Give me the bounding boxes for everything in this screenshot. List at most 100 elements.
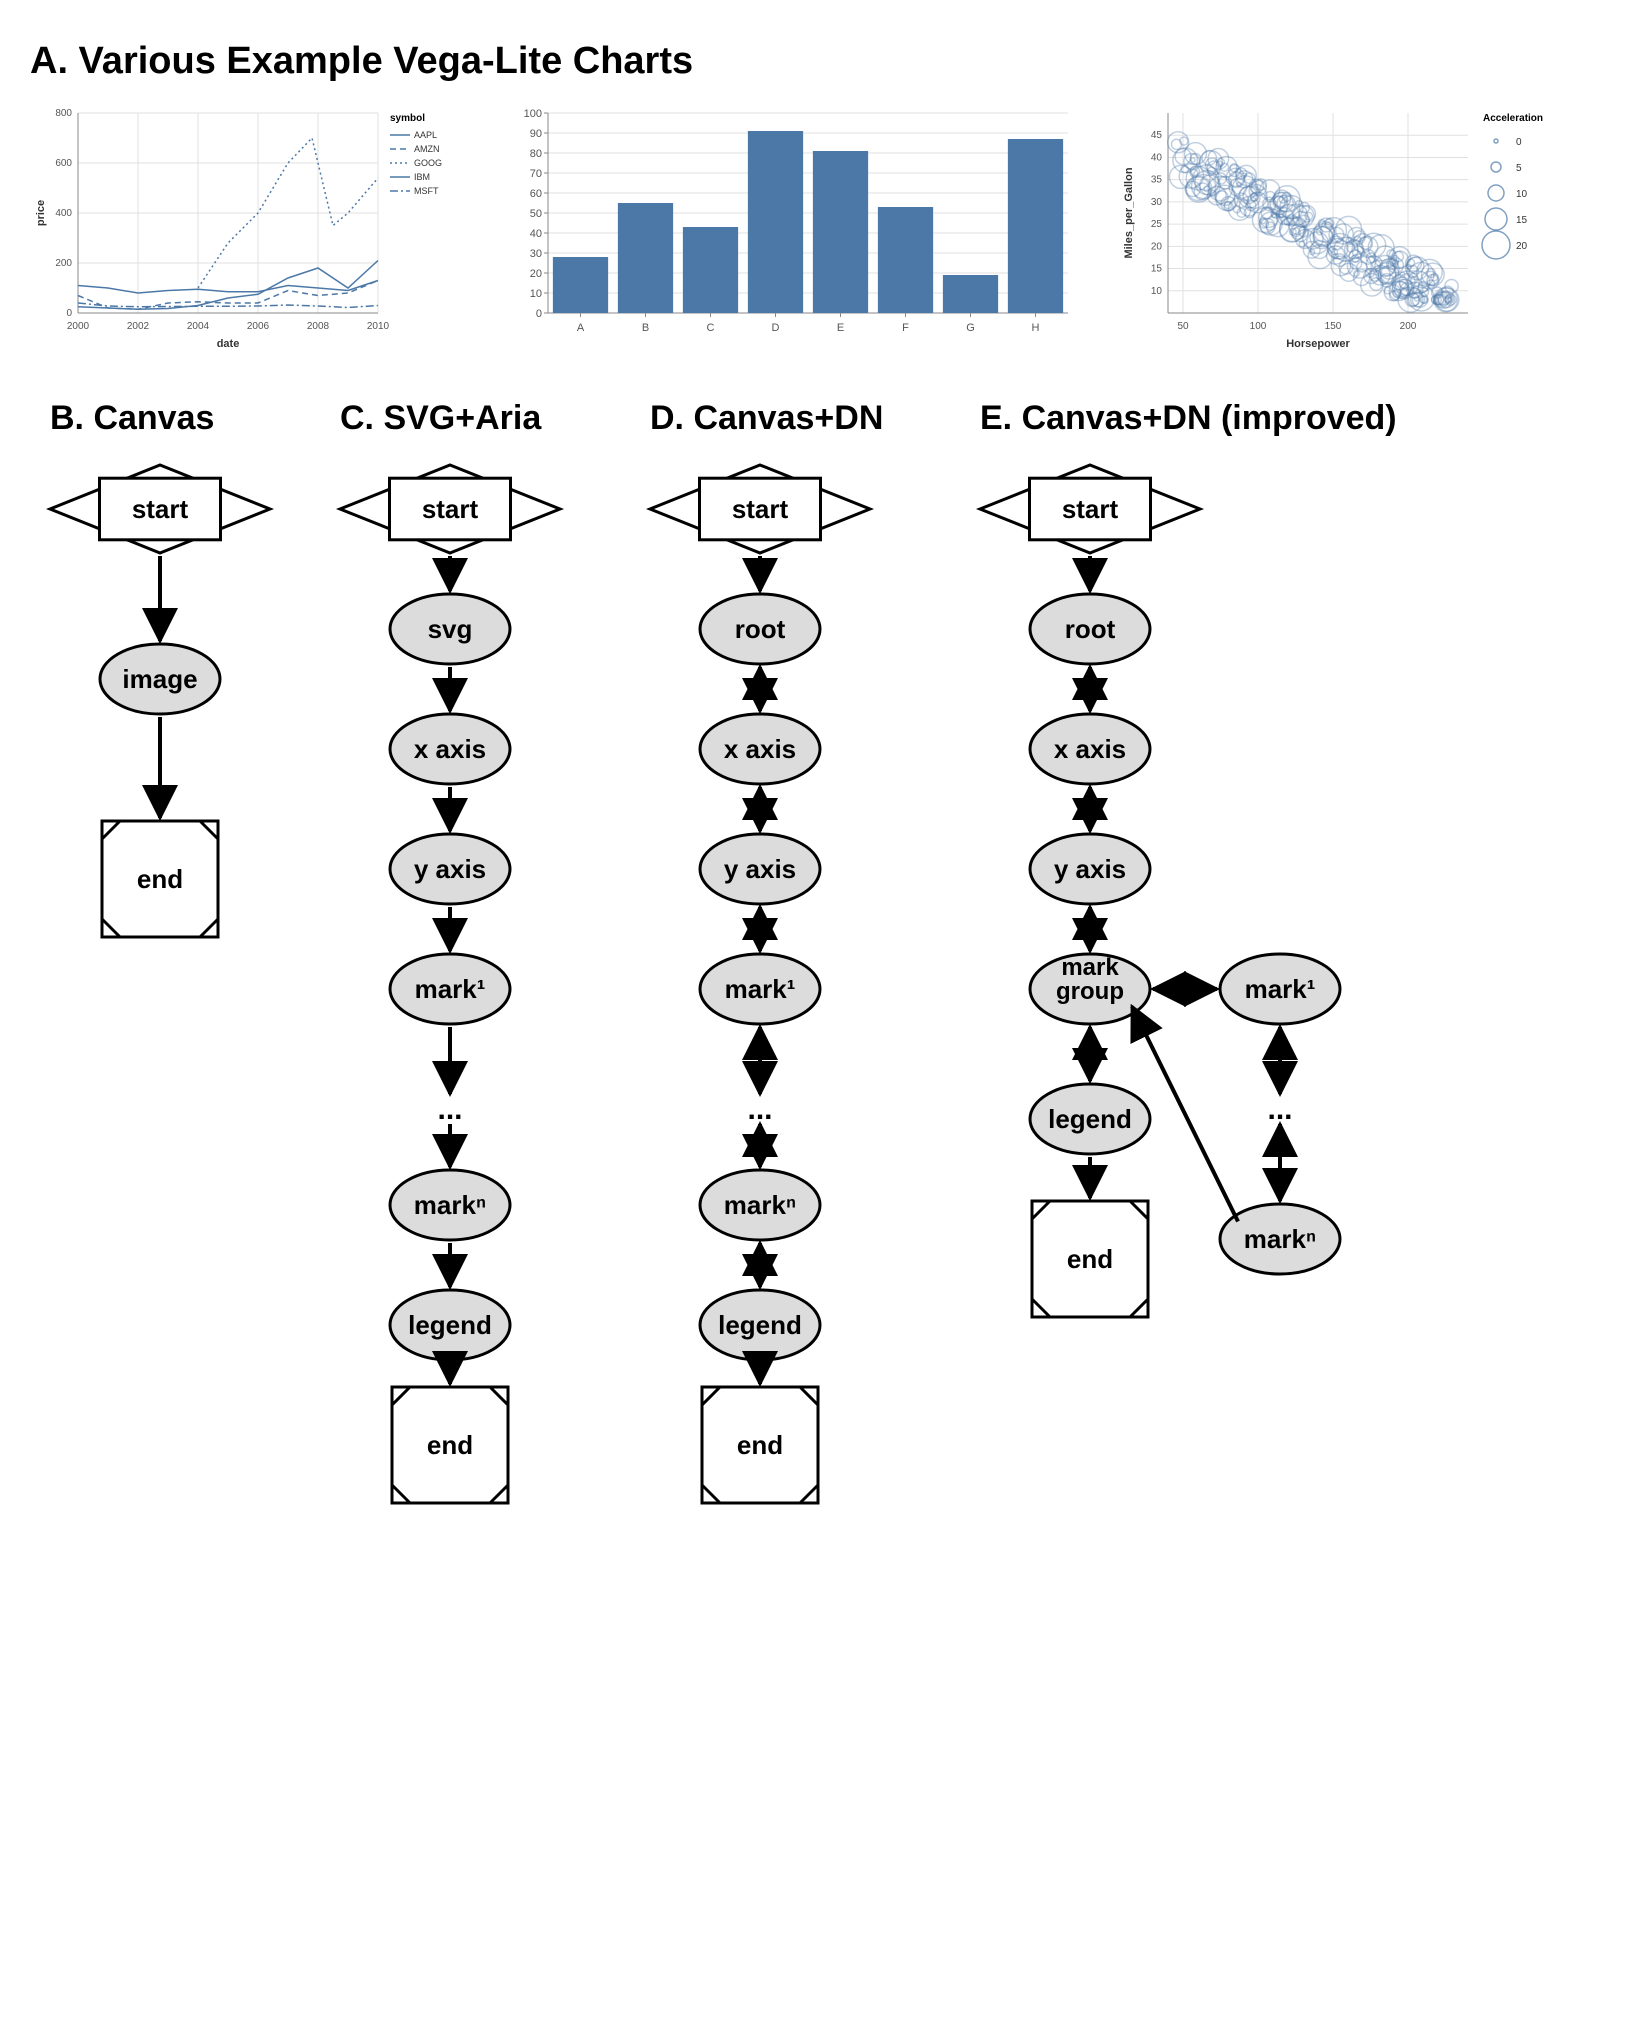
svg-text:legend: legend <box>718 1310 802 1340</box>
svg-text:50: 50 <box>1177 321 1189 332</box>
svg-text:50: 50 <box>530 208 542 220</box>
svg-text:400: 400 <box>55 208 72 219</box>
svg-text:end: end <box>137 864 183 894</box>
svg-text:10: 10 <box>530 288 542 300</box>
svg-text:15: 15 <box>1516 215 1528 226</box>
diagram-d: D. Canvas+DN start root x axis y axis mark¹.… <box>630 398 950 1605</box>
svg-text:AMZN: AMZN <box>414 144 440 154</box>
svg-text:date: date <box>217 338 240 350</box>
svg-text:80: 80 <box>530 148 542 160</box>
svg-text:end: end <box>737 1430 783 1460</box>
svg-text:start: start <box>422 494 479 524</box>
svg-text:y axis: y axis <box>414 854 486 884</box>
svg-text:start: start <box>732 494 789 524</box>
svg-text:B: B <box>642 322 649 334</box>
svg-text:20: 20 <box>1516 241 1528 252</box>
svg-text:markⁿ: markⁿ <box>1244 1224 1316 1254</box>
svg-text:y axis: y axis <box>724 854 796 884</box>
svg-text:group: group <box>1056 978 1124 1005</box>
diagram-e: E. Canvas+DN (improved) startrootx axisy… <box>960 398 1420 1509</box>
line-chart: 0200400600800200020022004200620082010dat… <box>30 103 468 358</box>
svg-text:2000: 2000 <box>67 321 90 332</box>
svg-text:H: H <box>1032 322 1040 334</box>
svg-text:2002: 2002 <box>127 321 150 332</box>
svg-text:...: ... <box>437 1093 462 1126</box>
svg-text:root: root <box>1065 614 1116 644</box>
svg-text:GOOG: GOOG <box>414 158 442 168</box>
svg-text:25: 25 <box>1151 219 1163 230</box>
svg-text:root: root <box>735 614 786 644</box>
svg-text:90: 90 <box>530 128 542 140</box>
svg-text:Acceleration: Acceleration <box>1483 113 1543 124</box>
svg-text:800: 800 <box>55 108 72 119</box>
svg-text:A: A <box>577 322 585 334</box>
svg-text:F: F <box>902 322 909 334</box>
svg-text:2004: 2004 <box>187 321 210 332</box>
svg-text:Horsepower: Horsepower <box>1286 338 1350 350</box>
svg-text:2010: 2010 <box>367 321 390 332</box>
svg-text:10: 10 <box>1151 286 1163 297</box>
svg-text:600: 600 <box>55 158 72 169</box>
svg-text:mark: mark <box>1061 954 1119 981</box>
svg-text:C: C <box>707 322 715 334</box>
svg-text:mark¹: mark¹ <box>1245 974 1316 1004</box>
svg-text:markⁿ: markⁿ <box>724 1190 796 1220</box>
svg-text:70: 70 <box>530 168 542 180</box>
diagram-b: B. Canvas start image end <box>30 398 310 1039</box>
svg-text:y axis: y axis <box>1054 854 1126 884</box>
svg-text:mark¹: mark¹ <box>725 974 796 1004</box>
panel-a-title: A. Various Example Vega-Lite Charts <box>30 40 1595 83</box>
svg-text:100: 100 <box>524 108 542 120</box>
svg-text:markⁿ: markⁿ <box>414 1190 486 1220</box>
svg-text:150: 150 <box>1325 321 1342 332</box>
svg-text:20: 20 <box>530 268 542 280</box>
svg-text:end: end <box>1067 1244 1113 1274</box>
svg-text:0: 0 <box>536 308 542 320</box>
svg-text:x axis: x axis <box>724 734 796 764</box>
svg-text:svg: svg <box>428 614 473 644</box>
svg-text:15: 15 <box>1151 264 1163 275</box>
svg-text:E: E <box>837 322 844 334</box>
svg-text:G: G <box>966 322 975 334</box>
svg-text:start: start <box>132 494 189 524</box>
svg-text:40: 40 <box>530 228 542 240</box>
diagram-d-title: D. Canvas+DN <box>650 398 883 439</box>
svg-text:legend: legend <box>1048 1104 1132 1134</box>
svg-text:symbol: symbol <box>390 113 425 124</box>
bar-chart: 0 10 20 30 40 50 60 70 80 90 100 A B C D E F G H <box>508 103 1078 348</box>
svg-text:end: end <box>427 1430 473 1460</box>
svg-text:Miles_per_Gallon: Miles_per_Gallon <box>1123 167 1135 258</box>
charts-row: 0200400600800200020022004200620082010dat… <box>30 103 1595 358</box>
svg-text:0: 0 <box>66 308 72 319</box>
svg-text:5: 5 <box>1516 163 1522 174</box>
svg-text:legend: legend <box>408 1310 492 1340</box>
svg-text:40: 40 <box>1151 152 1163 163</box>
svg-text:0: 0 <box>1516 137 1522 148</box>
svg-text:...: ... <box>747 1093 772 1126</box>
svg-text:200: 200 <box>1400 321 1417 332</box>
diagrams-row: B. Canvas start image end C. SVG+Aria star… <box>30 398 1595 1605</box>
svg-text:30: 30 <box>1151 197 1163 208</box>
diagram-b-title: B. Canvas <box>50 398 214 439</box>
svg-text:2008: 2008 <box>307 321 330 332</box>
svg-text:x axis: x axis <box>1054 734 1126 764</box>
scatter-chart: 101520253035404550100150200HorsepowerMil… <box>1118 103 1578 358</box>
diagram-c: C. SVG+Aria start svg x axis y axis mark¹...… <box>320 398 620 1605</box>
svg-text:IBM: IBM <box>414 172 430 182</box>
svg-text:...: ... <box>1267 1093 1292 1126</box>
svg-text:MSFT: MSFT <box>414 186 439 196</box>
svg-text:20: 20 <box>1151 241 1163 252</box>
svg-text:2006: 2006 <box>247 321 270 332</box>
svg-text:30: 30 <box>530 248 542 260</box>
svg-text:x axis: x axis <box>414 734 486 764</box>
svg-text:start: start <box>1062 494 1119 524</box>
svg-text:D: D <box>772 322 780 334</box>
svg-text:price: price <box>35 200 47 226</box>
svg-text:image: image <box>122 664 197 694</box>
svg-text:45: 45 <box>1151 130 1163 141</box>
svg-text:10: 10 <box>1516 189 1528 200</box>
svg-text:60: 60 <box>530 188 542 200</box>
svg-text:mark¹: mark¹ <box>415 974 486 1004</box>
svg-text:35: 35 <box>1151 175 1163 186</box>
diagram-c-title: C. SVG+Aria <box>340 398 541 439</box>
